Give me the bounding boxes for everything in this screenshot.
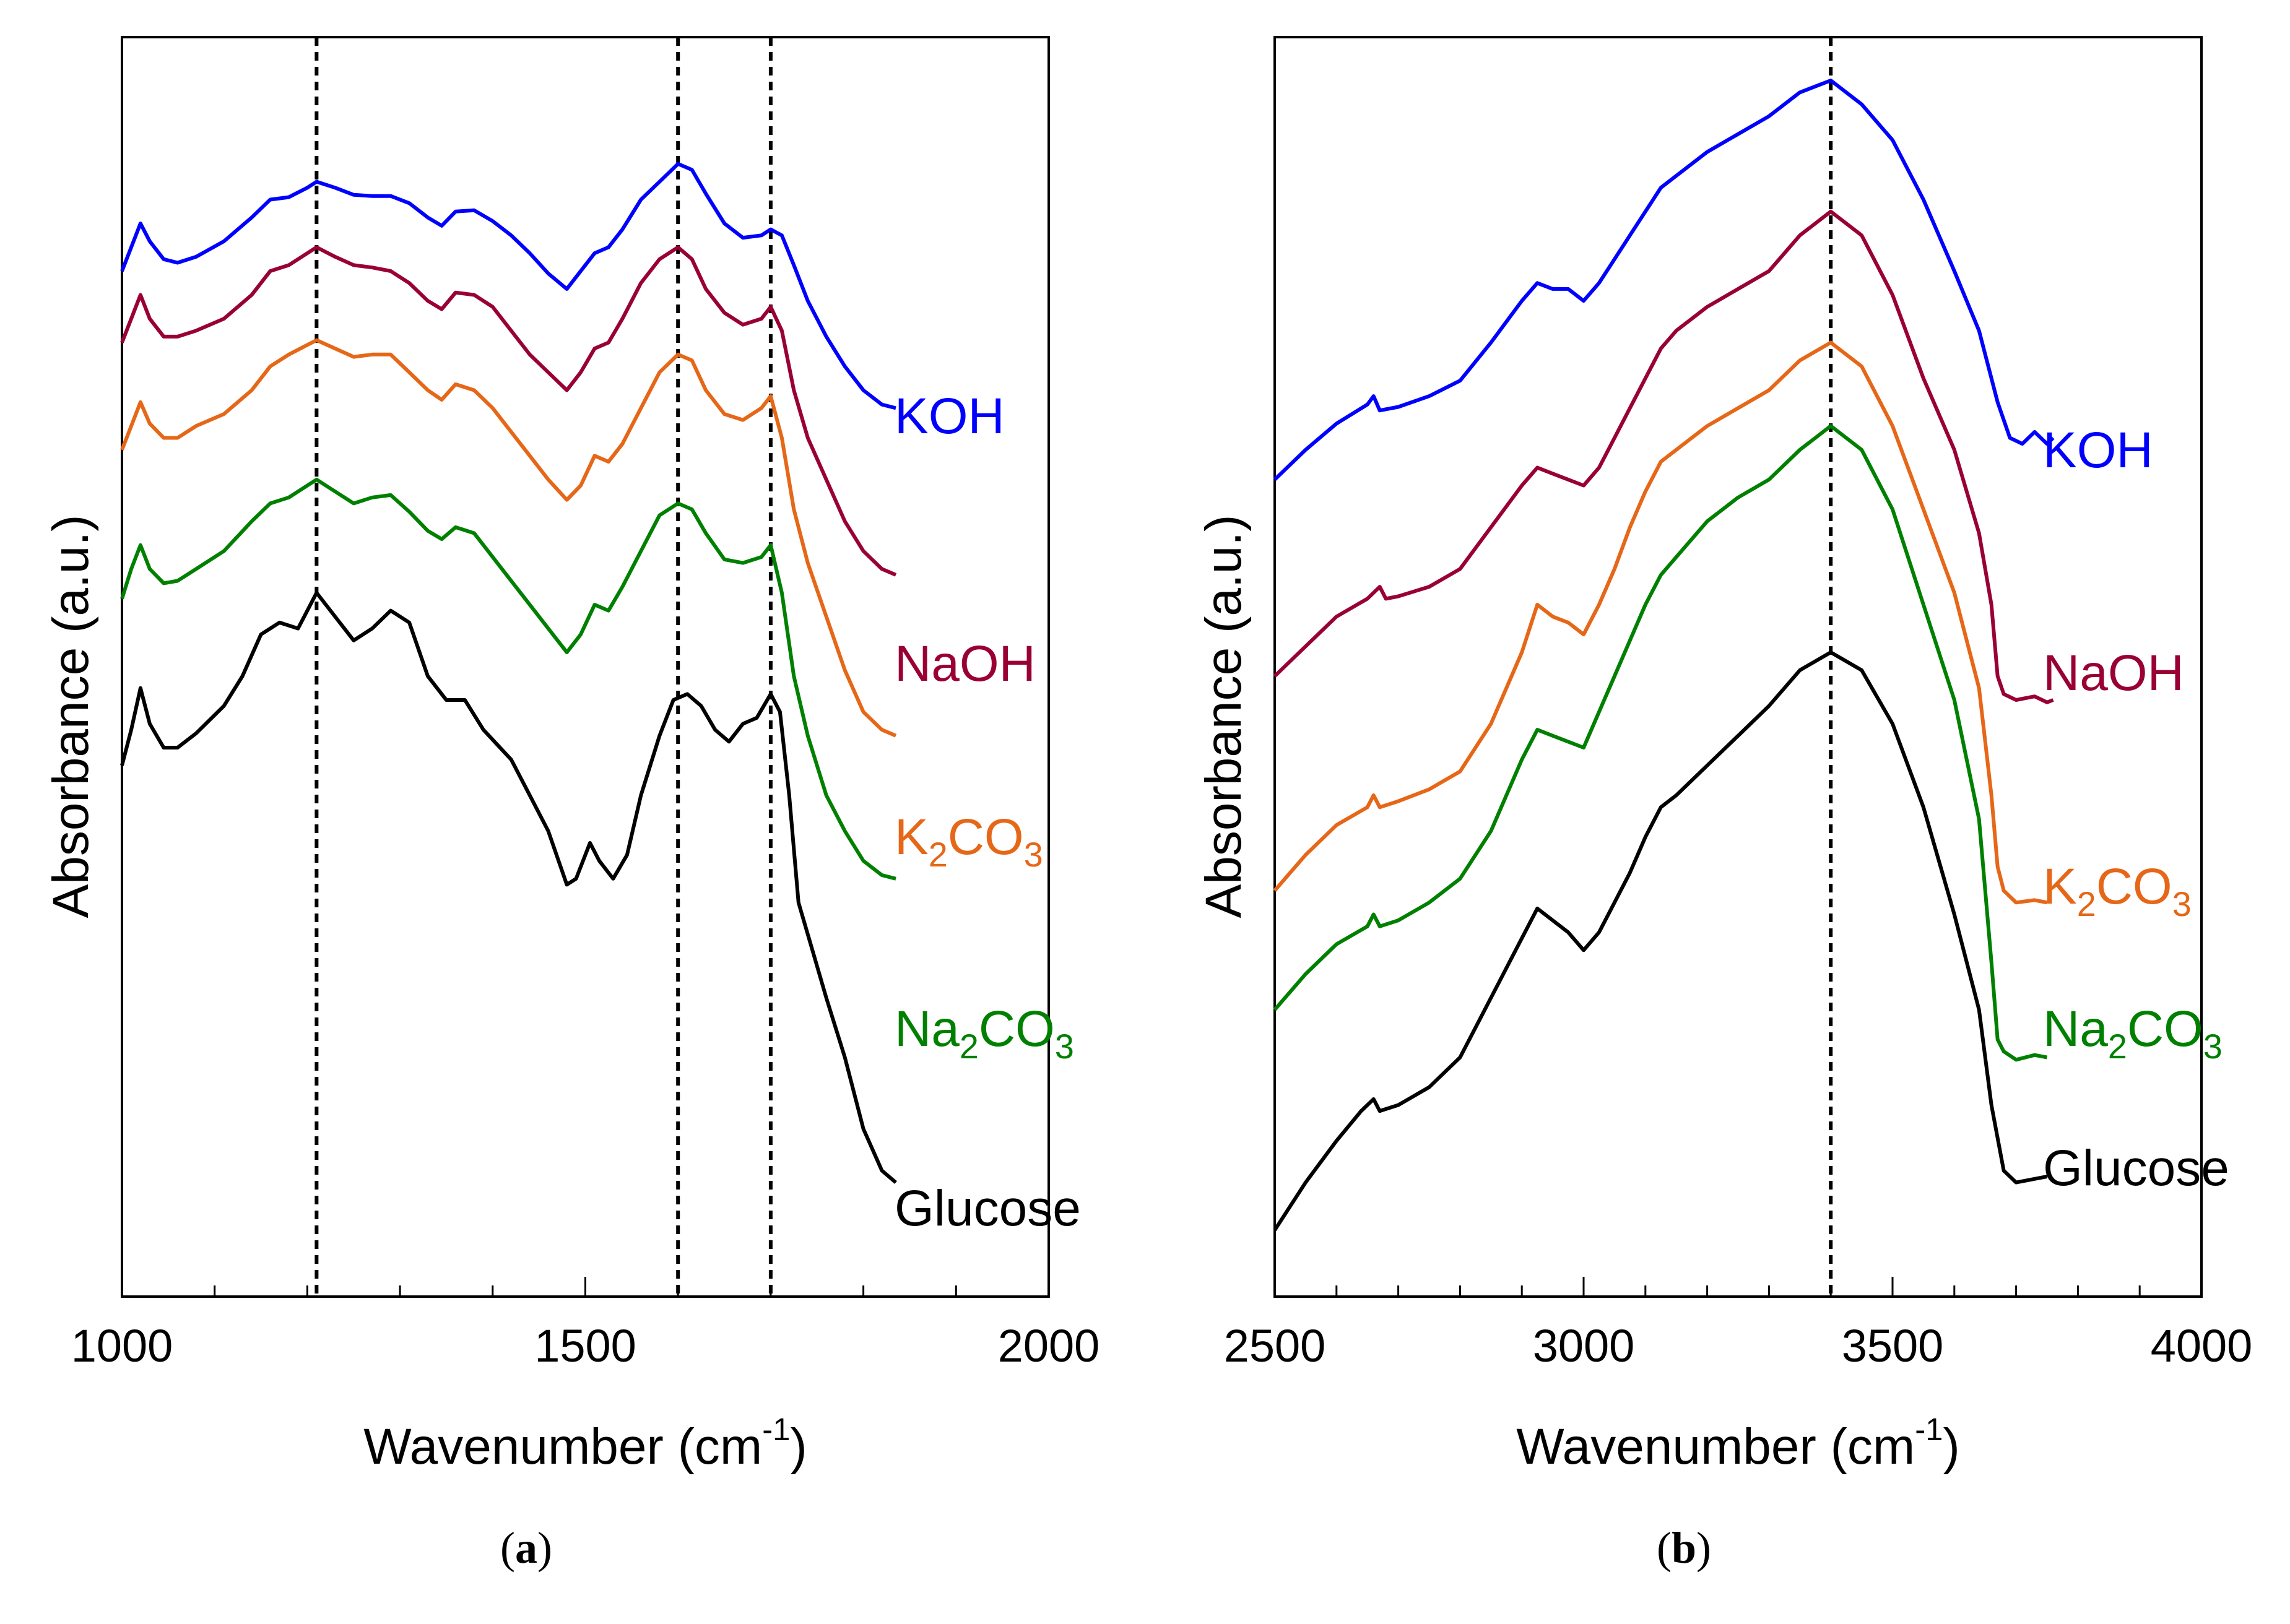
series-label-koh: KOH (895, 388, 1005, 444)
series-line-glucose (120, 590, 897, 1184)
series-line-glucose (1273, 650, 2048, 1232)
x-tick-label: 2500 (1224, 1320, 1326, 1371)
series-label-naoh: NaOH (895, 636, 1036, 692)
panel-b-caption: (b) (1656, 1523, 1711, 1573)
series-label-glucose: Glucose (895, 1180, 1081, 1237)
series-label-k2co3: K2CO3 (2043, 858, 2192, 923)
series-label-naoh: NaOH (2043, 645, 2184, 701)
series-line-k2co3 (120, 338, 897, 738)
x-tick-label: 2000 (998, 1320, 1100, 1371)
series-label-k2co3: K2CO3 (895, 809, 1043, 874)
series-line-na2co3 (120, 477, 896, 881)
x-axis-title: Wavenumber (cm-1) (1516, 1412, 1960, 1475)
x-axis-title: Wavenumber (cm-1) (363, 1412, 807, 1475)
x-tick-label: 4000 (2151, 1320, 2253, 1371)
series-line-naoh (1273, 209, 2054, 704)
panel-a-chart: 1000 1500 2000 KOH NaOH K2CO3 Na2CO3 Glucose Wav… (43, 36, 1100, 1475)
series-line-koh (1273, 79, 2055, 482)
series-line-naoh (120, 245, 897, 577)
x-tick-label: 3500 (1842, 1320, 1944, 1371)
series-line-koh (120, 162, 896, 410)
x-tick-label: 3000 (1533, 1320, 1635, 1371)
series-line-k2co3 (1273, 340, 2048, 905)
series-label-na2co3: Na2CO3 (895, 1001, 1074, 1066)
series-label-koh: KOH (2043, 422, 2153, 478)
x-tick-label: 1500 (534, 1320, 636, 1371)
plot-frame (1273, 36, 2203, 1298)
panel-b-chart: 2500 3000 3500 4000 KOH NaOH K2CO3 Na2CO3 Glucos… (1195, 36, 2253, 1475)
series-label-glucose: Glucose (2043, 1140, 2229, 1196)
y-axis-title: Absorbance (a.u.) (43, 515, 99, 918)
y-axis-title: Absorbance (a.u.) (1195, 515, 1252, 918)
series-label-na2co3: Na2CO3 (2043, 1001, 2223, 1066)
panel-a-caption: (a) (500, 1523, 552, 1573)
x-tick-label: 1000 (71, 1320, 173, 1371)
series-line-na2co3 (1273, 424, 2048, 1062)
